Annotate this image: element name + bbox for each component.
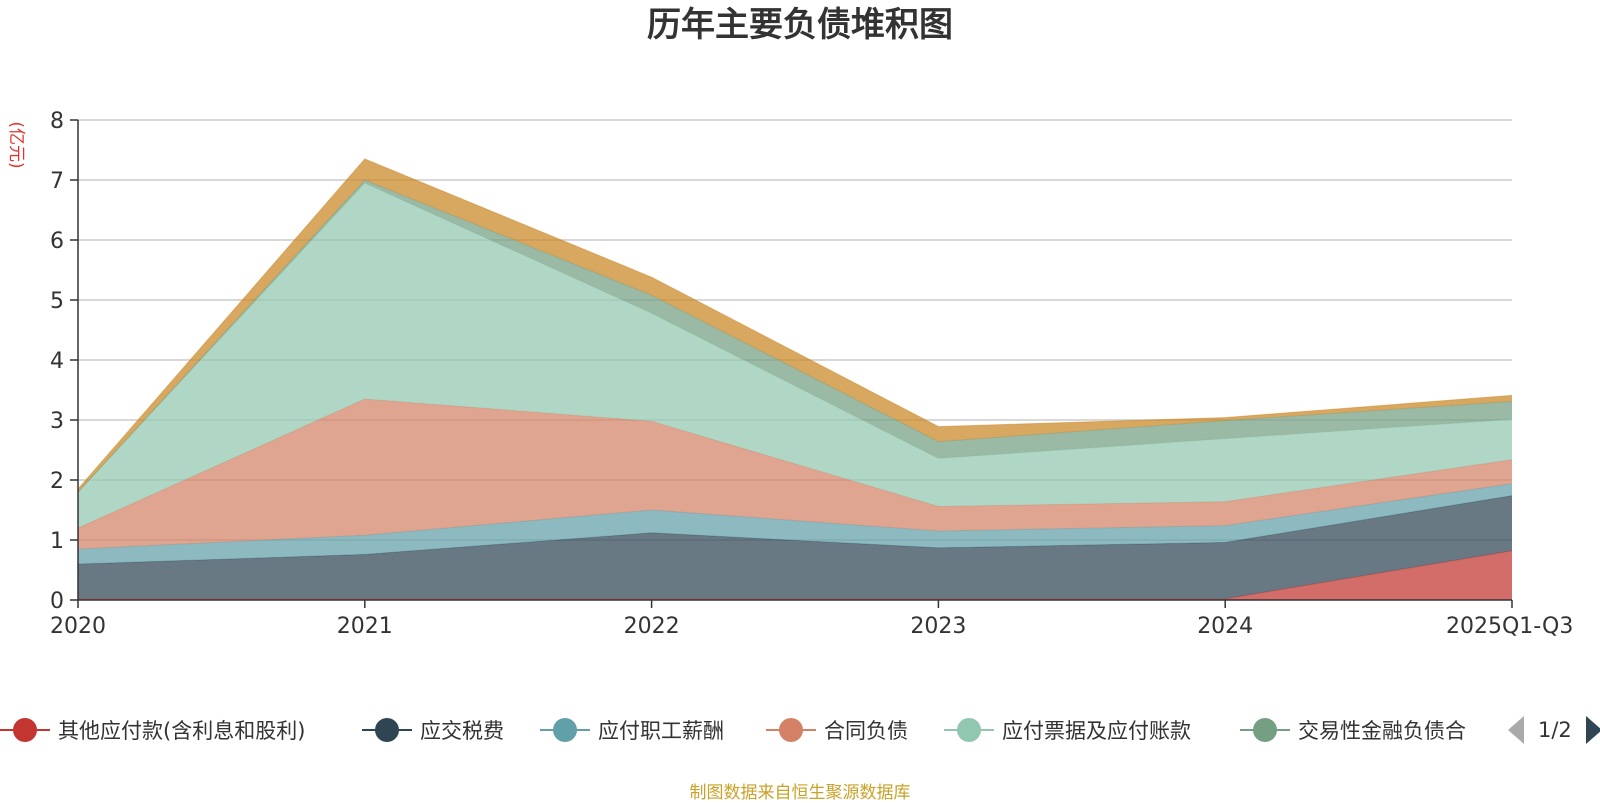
x-tick-label: 2021 <box>337 614 393 639</box>
legend-page-indicator: 1/2 <box>1538 718 1572 742</box>
legend-pager: 1/2 <box>1508 712 1600 748</box>
area-2 <box>78 483 1512 564</box>
x-tick-label: 2022 <box>624 614 680 639</box>
legend-marker-icon <box>944 712 994 748</box>
chart-title: 历年主要负债堆积图 <box>647 5 953 45</box>
legend-prev-arrow-icon[interactable] <box>1508 716 1524 744</box>
legend-marker-icon <box>540 712 590 748</box>
y-tick-label: 4 <box>50 349 64 374</box>
y-tick-label: 6 <box>50 229 64 254</box>
legend-label: 合同负债 <box>824 719 908 743</box>
x-tick-label: 2023 <box>910 614 966 639</box>
y-tick-label: 8 <box>50 109 64 134</box>
legend-marker-icon <box>362 712 412 748</box>
legend-item[interactable]: 交易性金融负债合 <box>1240 712 1466 748</box>
y-tick-label: 1 <box>50 529 64 554</box>
legend-next-arrow-icon[interactable] <box>1585 716 1600 744</box>
legend-item[interactable]: 合同负债 <box>766 712 908 748</box>
legend-item[interactable]: 应付职工薪酬 <box>540 712 724 748</box>
legend-marker-icon <box>0 712 50 748</box>
legend-marker-icon <box>766 712 816 748</box>
x-tick-label: 2025Q1-Q3 <box>1446 614 1573 639</box>
legend-label: 应交税费 <box>420 719 504 743</box>
y-tick-label: 0 <box>50 589 64 614</box>
y-tick-label: 5 <box>50 289 64 314</box>
y-tick-label: 7 <box>50 169 64 194</box>
y-axis-unit-label: (亿元) <box>6 121 26 168</box>
data-source-note: 制图数据来自恒生聚源数据库 <box>689 783 911 803</box>
axes: 0 1 2 3 4 5 6 7 8 2020 2021 2022 2023 2024 2025Q1-Q3 <box>50 109 1573 639</box>
legend-label: 交易性金融负债合 <box>1298 719 1466 743</box>
area-series <box>77 158 1513 600</box>
area-line-6 <box>77 158 1513 490</box>
area-3 <box>78 399 1512 549</box>
legend-item[interactable]: 其他应付款(含利息和股利) <box>0 712 305 748</box>
legend-item[interactable]: 应交税费 <box>362 712 504 748</box>
legend-marker-icon <box>1240 712 1290 748</box>
legend-label: 应付职工薪酬 <box>598 719 724 743</box>
x-tick-label: 2020 <box>50 614 106 639</box>
x-tick-label: 2024 <box>1197 614 1253 639</box>
y-tick-label: 3 <box>50 409 64 434</box>
area-1 <box>78 495 1512 599</box>
stacked-area-chart: 历年主要负债堆积图 (亿元) 0 1 2 3 4 5 6 7 8 2020 2021 2022 2023… <box>6 5 1573 639</box>
area-0 <box>78 550 1512 600</box>
legend-item[interactable]: 应付票据及应付账款 <box>944 712 1191 748</box>
legend: 其他应付款(含利息和股利) 应交税费 应付职工薪酬 合同负债 应付票据及应付账款 交易性金… <box>0 712 1600 748</box>
y-tick-label: 2 <box>50 469 64 494</box>
area-4 <box>78 183 1512 528</box>
legend-label: 应付票据及应付账款 <box>1002 719 1191 743</box>
legend-label: 其他应付款(含利息和股利) <box>58 719 306 743</box>
